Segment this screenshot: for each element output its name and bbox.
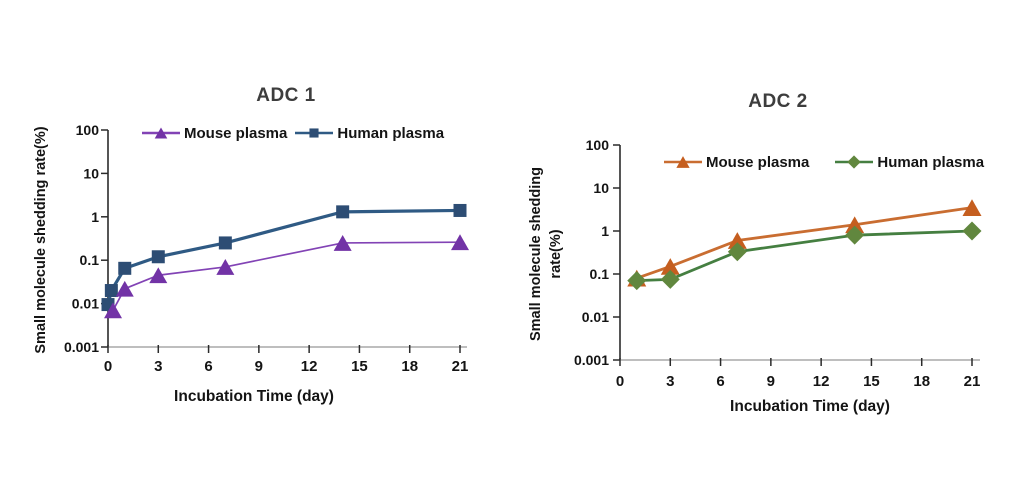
x-tick-label: 3 xyxy=(666,373,674,390)
x-tick-label: 9 xyxy=(255,358,263,375)
y-tick-label: 0.001 xyxy=(574,352,609,368)
data-point-human-plasma xyxy=(727,242,747,262)
legend-marker-glyph xyxy=(847,155,862,169)
data-point-mouse-plasma xyxy=(149,267,168,284)
adc1-legend-item-mouse-plasma: Mouse plasma xyxy=(142,124,287,142)
series-line-human-plasma xyxy=(636,229,973,283)
legend-marker-glyph xyxy=(309,128,319,138)
y-tick-label: 1 xyxy=(91,209,99,225)
x-tick-label: 18 xyxy=(913,373,930,390)
data-point-human-plasma xyxy=(118,261,132,275)
x-tick-label: 6 xyxy=(204,358,212,375)
data-point-human-plasma xyxy=(627,271,647,291)
data-point-mouse-plasma xyxy=(727,232,747,249)
x-tick-label: 6 xyxy=(716,373,724,390)
data-point-mouse-plasma xyxy=(104,302,123,319)
adc2-legend: Mouse plasma Human plasma xyxy=(664,153,984,171)
data-point-mouse-plasma xyxy=(115,280,134,297)
x-tick-label: 9 xyxy=(767,373,775,390)
adc2-y-axis-title: Small molecule shedding rate(%) xyxy=(526,134,566,374)
y-tick-label: 0.1 xyxy=(590,266,610,282)
adc1-y-axis-title: Small molecule shedding rate(%) xyxy=(31,120,51,360)
adc2-title: ADC 2 xyxy=(748,91,808,112)
x-tick-label: 18 xyxy=(401,358,418,375)
data-point-mouse-plasma xyxy=(451,234,469,251)
data-point-mouse-plasma xyxy=(845,216,865,234)
data-point-human-plasma xyxy=(218,236,232,250)
adc2-legend-item-mouse-plasma: Mouse plasma xyxy=(664,153,809,171)
adc1-legend: Mouse plasma Human plasma xyxy=(142,124,444,142)
adc2-y-axis-title-line1: Small molecule shedding xyxy=(528,166,544,342)
x-tick-label: 21 xyxy=(452,358,469,375)
triangle-marker-icon xyxy=(142,127,180,139)
data-point-human-plasma xyxy=(151,250,165,264)
legend-label: Mouse plasma xyxy=(706,153,810,171)
adc2-legend-item-human-plasma: Human plasma xyxy=(835,153,984,171)
legend-label: Human plasma xyxy=(337,124,445,142)
data-point-human-plasma xyxy=(336,205,350,219)
y-tick-label: 0.1 xyxy=(80,252,100,268)
y-tick-label: 0.01 xyxy=(72,296,99,312)
x-tick-label: 3 xyxy=(154,358,162,375)
data-point-human-plasma xyxy=(962,221,982,241)
legend-marker-glyph xyxy=(676,156,690,168)
adc1-title: ADC 1 xyxy=(256,85,316,106)
adc1-legend-item-human-plasma: Human plasma xyxy=(295,124,444,142)
legend-label: Mouse plasma xyxy=(184,124,288,142)
data-point-mouse-plasma xyxy=(660,258,680,275)
x-tick-label: 0 xyxy=(104,358,112,375)
diamond-marker-icon xyxy=(835,155,874,169)
x-tick-label: 21 xyxy=(964,373,981,390)
data-point-human-plasma xyxy=(453,203,467,217)
legend-label: Human plasma xyxy=(877,153,985,171)
y-tick-label: 10 xyxy=(83,165,99,181)
data-point-human-plasma xyxy=(104,284,118,298)
triangle-marker-icon xyxy=(664,156,702,168)
adc1-x-axis-title: Incubation Time (day) xyxy=(174,388,334,405)
y-tick-label: 10 xyxy=(593,180,609,196)
data-point-mouse-plasma xyxy=(216,259,235,275)
adc2-x-axis-title: Incubation Time (day) xyxy=(730,398,890,415)
x-tick-label: 12 xyxy=(813,373,830,390)
y-tick-label: 0.001 xyxy=(64,339,99,355)
x-tick-label: 15 xyxy=(351,358,368,375)
x-tick-label: 0 xyxy=(616,373,624,390)
data-point-mouse-plasma xyxy=(333,235,352,251)
adc1-y-axis-title-line1: Small molecule shedding rate(%) xyxy=(33,126,49,354)
adc2-y-axis-title-line2: rate(%) xyxy=(548,229,564,279)
legend-marker-glyph xyxy=(154,127,168,139)
x-tick-label: 12 xyxy=(301,358,318,375)
y-tick-label: 100 xyxy=(586,137,610,153)
data-point-human-plasma xyxy=(660,269,680,289)
y-tick-label: 1 xyxy=(601,223,609,239)
y-tick-label: 100 xyxy=(76,122,100,138)
data-point-human-plasma xyxy=(845,225,865,245)
data-point-mouse-plasma xyxy=(962,199,982,216)
square-marker-icon xyxy=(295,128,334,138)
y-tick-label: 0.01 xyxy=(582,309,609,325)
x-tick-label: 15 xyxy=(863,373,880,390)
